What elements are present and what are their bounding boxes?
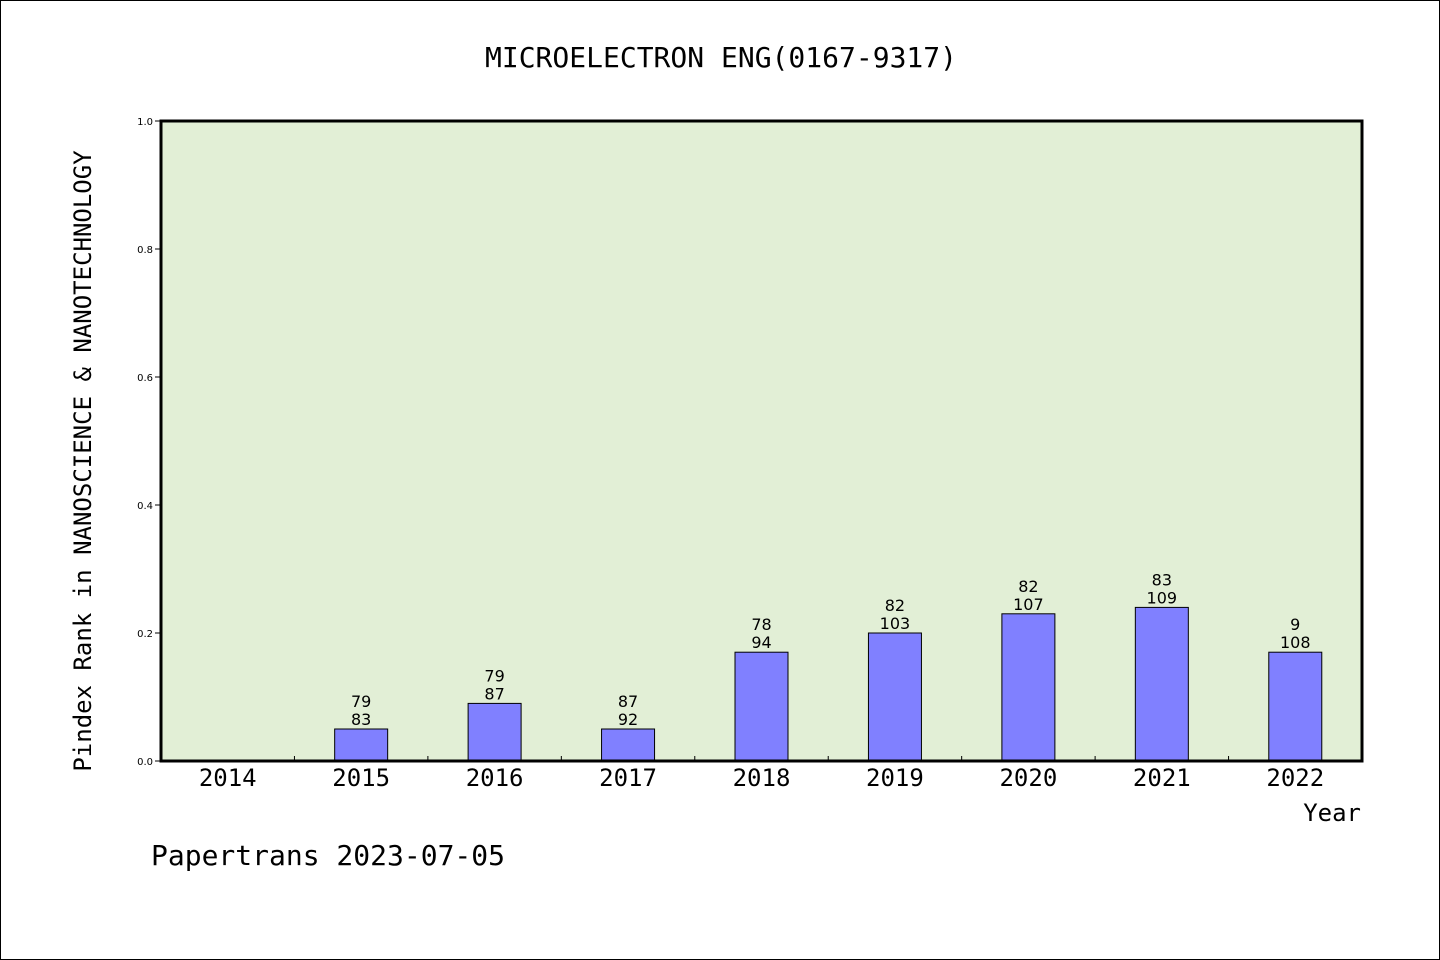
chart-title: MICROELECTRON ENG(0167-9317) xyxy=(485,41,957,74)
x-axis-label: Year xyxy=(1303,799,1361,827)
data-label-bottom-2016: 87 xyxy=(484,684,504,703)
y-axis-label: Pindex Rank in NANOSCIENCE & NANOTECHNOL… xyxy=(69,150,97,772)
data-label-top-2016: 79 xyxy=(484,666,504,685)
y-tick-label: 0.6 xyxy=(137,373,153,384)
data-label-bottom-2021: 109 xyxy=(1147,588,1178,607)
x-tick-label: 2018 xyxy=(733,764,791,792)
data-label-top-2015: 79 xyxy=(351,692,371,711)
x-tick-label: 2016 xyxy=(466,764,524,792)
x-tick-label: 2014 xyxy=(199,764,257,792)
data-label-top-2017: 87 xyxy=(618,692,638,711)
data-label-bottom-2015: 83 xyxy=(351,710,371,729)
x-tick-label: 2022 xyxy=(1266,764,1324,792)
x-tick-label: 2021 xyxy=(1133,764,1191,792)
footer-date-stamp: Papertrans 2023-07-05 xyxy=(151,839,505,872)
data-label-bottom-2017: 92 xyxy=(618,710,638,729)
data-label-bottom-2019: 103 xyxy=(880,614,911,633)
bar-2015 xyxy=(334,728,389,762)
y-tick-label: 0.0 xyxy=(137,757,153,768)
bar-2016 xyxy=(467,702,522,762)
y-tick-label: 0.2 xyxy=(137,629,153,640)
data-label-bottom-2020: 107 xyxy=(1013,595,1044,614)
bars-group xyxy=(334,606,1323,762)
data-label-top-2020: 82 xyxy=(1018,577,1038,596)
data-label-top-2021: 83 xyxy=(1152,570,1172,589)
bar-2018 xyxy=(734,651,789,762)
y-tick-label: 0.4 xyxy=(137,501,153,512)
bar-2019 xyxy=(867,632,922,762)
axis-ticks-group: 0.0 0.2 0.4 0.6 0.8 1.0 2014 2015 2016 2017 2018 20… xyxy=(137,117,1324,792)
data-label-top-2022: 9 xyxy=(1290,615,1300,634)
bar-2022 xyxy=(1268,651,1323,762)
plot-border xyxy=(159,119,1364,763)
bar-2017 xyxy=(601,728,656,762)
bar-2020 xyxy=(1001,613,1056,762)
x-tick-label: 2019 xyxy=(866,764,924,792)
data-label-top-2018: 78 xyxy=(751,615,771,634)
y-tick-label: 0.8 xyxy=(137,245,153,256)
bar-2021 xyxy=(1134,606,1189,762)
x-tick-label: 2017 xyxy=(599,764,657,792)
x-tick-label: 2015 xyxy=(332,764,390,792)
data-label-bottom-2018: 94 xyxy=(751,633,771,652)
x-tick-label: 2020 xyxy=(999,764,1057,792)
data-label-top-2019: 82 xyxy=(885,596,905,615)
y-tick-label: 1.0 xyxy=(137,117,153,128)
data-label-bottom-2022: 108 xyxy=(1280,633,1311,652)
